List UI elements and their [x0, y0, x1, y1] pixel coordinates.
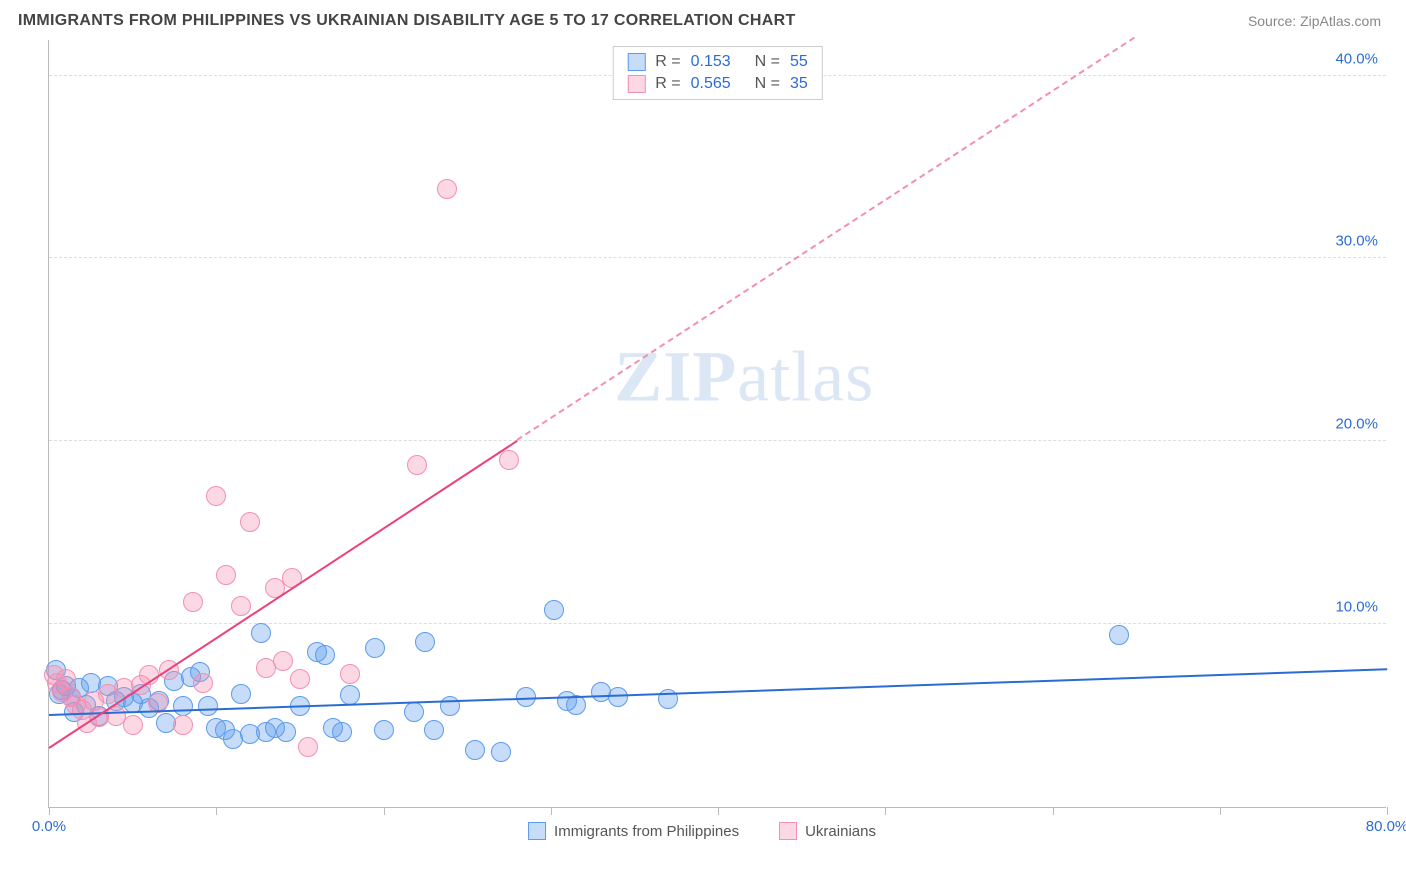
r-label: R = — [655, 53, 680, 71]
gridline — [49, 440, 1386, 441]
legend-item: Ukrainians — [779, 822, 876, 840]
legend-swatch — [528, 822, 546, 840]
n-label: N = — [755, 75, 780, 93]
data-point — [173, 696, 193, 716]
data-point — [231, 684, 251, 704]
source-label: Source: — [1248, 13, 1300, 29]
x-tick — [1053, 807, 1054, 815]
data-point — [340, 664, 360, 684]
data-point — [198, 696, 218, 716]
x-tick-label: 0.0% — [32, 818, 66, 835]
data-point — [499, 450, 519, 470]
source-attribution: Source: ZipAtlas.com — [1248, 13, 1381, 29]
series-legend: Immigrants from Philippines Ukrainians — [528, 822, 876, 840]
data-point — [276, 722, 296, 742]
legend-swatch — [627, 53, 645, 71]
data-point — [365, 638, 385, 658]
data-point — [273, 651, 293, 671]
data-point — [404, 702, 424, 722]
data-point — [437, 179, 457, 199]
x-tick — [551, 807, 552, 815]
chart-title: IMMIGRANTS FROM PHILIPPINES VS UKRAINIAN… — [18, 12, 796, 30]
data-point — [298, 737, 318, 757]
gridline — [49, 623, 1386, 624]
data-point — [315, 645, 335, 665]
data-point — [193, 673, 213, 693]
watermark-light: atlas — [737, 337, 874, 417]
header: IMMIGRANTS FROM PHILIPPINES VS UKRAINIAN… — [0, 0, 1406, 36]
y-tick-label: 10.0% — [1335, 599, 1378, 616]
gridline — [49, 257, 1386, 258]
legend-swatch — [627, 75, 645, 93]
legend-row: R = 0.153 N = 55 — [627, 51, 807, 73]
data-point — [231, 596, 251, 616]
data-point — [491, 742, 511, 762]
x-tick — [885, 807, 886, 815]
n-label: N = — [755, 53, 780, 71]
correlation-legend: R = 0.153 N = 55 R = 0.565 N = 35 — [612, 46, 822, 100]
data-point — [251, 623, 271, 643]
legend-swatch — [779, 822, 797, 840]
plot-area: ZIPatlas R = 0.153 N = 55 R = 0.565 N = 35 10.0… — [48, 40, 1386, 808]
data-point — [183, 592, 203, 612]
y-tick-label: 40.0% — [1335, 50, 1378, 67]
source-name: ZipAtlas.com — [1300, 13, 1381, 29]
y-tick-label: 20.0% — [1335, 416, 1378, 433]
x-tick — [718, 807, 719, 815]
x-tick — [1220, 807, 1221, 815]
data-point — [332, 722, 352, 742]
trend-line-dashed — [517, 37, 1135, 441]
legend-label: Ukrainians — [805, 823, 876, 840]
data-point — [608, 687, 628, 707]
data-point — [290, 669, 310, 689]
legend-item: Immigrants from Philippines — [528, 822, 739, 840]
data-point — [374, 720, 394, 740]
n-value: 35 — [790, 75, 808, 93]
legend-row: R = 0.565 N = 35 — [627, 73, 807, 95]
data-point — [56, 669, 76, 689]
data-point — [1109, 625, 1129, 645]
y-tick-label: 30.0% — [1335, 233, 1378, 250]
data-point — [173, 715, 193, 735]
legend-label: Immigrants from Philippines — [554, 823, 739, 840]
data-point — [415, 632, 435, 652]
data-point — [123, 715, 143, 735]
x-tick — [1387, 807, 1388, 815]
x-tick — [49, 807, 50, 815]
data-point — [206, 486, 226, 506]
x-tick — [216, 807, 217, 815]
r-label: R = — [655, 75, 680, 93]
x-tick-label: 80.0% — [1366, 818, 1406, 835]
r-value: 0.153 — [691, 53, 745, 71]
r-value: 0.565 — [691, 75, 745, 93]
n-value: 55 — [790, 53, 808, 71]
x-tick — [384, 807, 385, 815]
watermark-bold: ZIP — [614, 337, 737, 417]
chart-container: Disability Age 5 to 17 ZIPatlas R =0.153… — [18, 40, 1386, 808]
data-point — [407, 455, 427, 475]
data-point — [465, 740, 485, 760]
data-point — [544, 600, 564, 620]
data-point — [216, 565, 236, 585]
data-point — [424, 720, 444, 740]
data-point — [240, 512, 260, 532]
